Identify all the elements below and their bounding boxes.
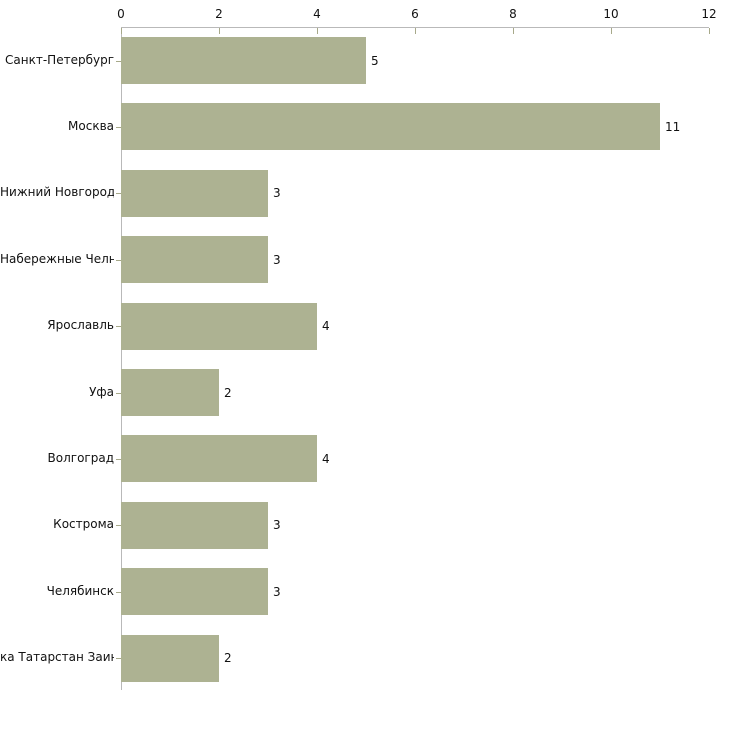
y-tick-mark [116, 260, 121, 261]
bar-value-label: 2 [224, 651, 232, 666]
y-tick-label: Москва [68, 119, 114, 133]
y-tick-mark [116, 193, 121, 194]
y-axis-line [121, 27, 122, 690]
bar [121, 302, 317, 350]
y-tick-label: Нижний Новгород [0, 186, 114, 200]
x-tick-label: 2 [215, 7, 223, 21]
x-tick-label: 0 [117, 7, 125, 21]
y-tick-mark [116, 127, 121, 128]
y-tick-label: ка Татарстан Заинск [0, 651, 114, 665]
bar-value-label: 4 [322, 319, 330, 334]
x-tick-label: 6 [411, 7, 419, 21]
y-tick-mark [116, 525, 121, 526]
y-tick-mark [116, 658, 121, 659]
y-tick-label: Уфа [89, 385, 114, 399]
y-tick-label: Волгоград [47, 451, 114, 465]
x-tick-mark [415, 28, 416, 34]
bar [121, 435, 317, 483]
bar [121, 369, 219, 416]
bar-value-label: 4 [322, 451, 330, 466]
y-tick-mark [116, 592, 121, 593]
x-tick-mark [513, 28, 514, 34]
y-tick-mark [116, 393, 121, 394]
bar-value-label: 11 [665, 119, 681, 134]
bar [121, 169, 268, 217]
x-tick-label: 10 [603, 7, 619, 21]
bar [121, 501, 268, 549]
bar [121, 634, 219, 682]
y-tick-label: Ярославль [47, 319, 114, 333]
y-tick-label: Набережные Челны [0, 252, 114, 266]
x-tick-label: 12 [701, 7, 717, 21]
x-tick-mark [121, 28, 122, 34]
x-tick-mark [709, 28, 710, 34]
y-tick-label: Кострома [53, 518, 114, 532]
bar-value-label: 3 [273, 584, 281, 599]
bar-value-label: 3 [273, 186, 281, 201]
x-tick-mark [611, 28, 612, 34]
y-tick-label: Санкт-Петербург [5, 53, 114, 67]
y-tick-label: Челябинск [46, 584, 114, 598]
x-tick-mark [219, 28, 220, 34]
x-tick-label: 8 [509, 7, 517, 21]
bar [121, 37, 366, 84]
bar [121, 236, 268, 284]
y-tick-mark [116, 326, 121, 327]
y-tick-mark [116, 61, 121, 62]
x-tick-label: 4 [313, 7, 321, 21]
bar-value-label: 3 [273, 252, 281, 267]
x-tick-mark [317, 28, 318, 34]
y-tick-mark [116, 459, 121, 460]
bar [121, 103, 660, 151]
bar-value-label: 3 [273, 518, 281, 533]
bar [121, 568, 268, 616]
bar-value-label: 2 [224, 385, 232, 400]
bar-value-label: 5 [371, 53, 379, 68]
x-axis-line [121, 27, 709, 28]
